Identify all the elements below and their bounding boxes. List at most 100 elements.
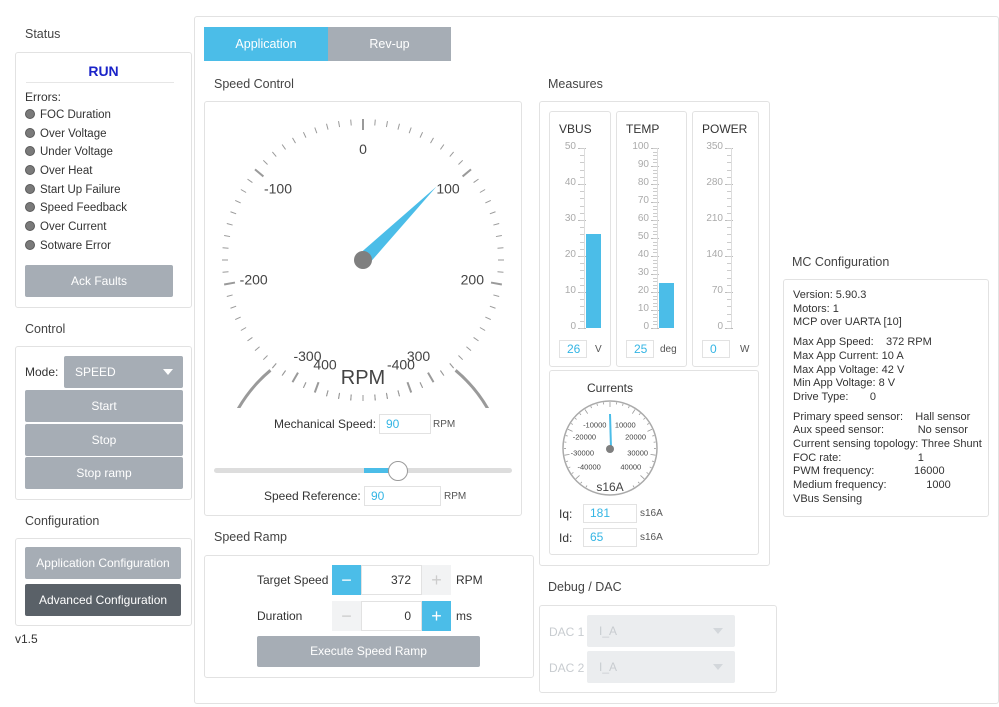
vbus-bar xyxy=(586,234,601,328)
stop-button[interactable]: Stop xyxy=(25,424,183,456)
speed-reference-label: Speed Reference: xyxy=(264,489,361,503)
gauge-tick-label: 0 xyxy=(359,141,367,157)
currents-tick xyxy=(564,454,570,456)
currents-tick-label: 20000 xyxy=(625,433,646,442)
vbus-minor-tick xyxy=(580,241,584,243)
vbus-minor-tick xyxy=(580,328,584,329)
currents-tick xyxy=(632,485,635,488)
gauge-tick xyxy=(281,370,286,376)
error-item: Under Voltage xyxy=(25,143,127,162)
error-item: Sotware Error xyxy=(25,237,127,256)
temp-minor-tick xyxy=(653,173,657,175)
advanced-configuration-button[interactable]: Advanced Configuration xyxy=(25,584,181,616)
temp-minor-tick xyxy=(653,216,657,218)
currents-tick-label: -30000 xyxy=(571,448,594,457)
speed-reference-input[interactable]: 90 xyxy=(364,486,441,506)
gauge-tick xyxy=(485,199,492,204)
gauge-tick xyxy=(271,363,277,369)
currents-tick xyxy=(570,423,574,425)
error-item: FOC Duration xyxy=(25,106,127,125)
power-minor-tick xyxy=(727,227,731,229)
temp-tick-label: 0 xyxy=(643,321,649,332)
stop-ramp-button[interactable]: Stop ramp xyxy=(25,457,183,489)
gauge-tick xyxy=(350,119,352,126)
application-configuration-button[interactable]: Application Configuration xyxy=(25,547,181,579)
vbus-minor-tick xyxy=(580,299,584,301)
debug-dac-panel: DAC 1 I_A DAC 2 I_A xyxy=(539,605,777,693)
vbus-minor-tick xyxy=(580,162,584,164)
duration-decrement-button[interactable]: − xyxy=(332,601,361,631)
target-speed-increment-button[interactable]: + xyxy=(422,565,451,595)
duration-input[interactable]: 0 xyxy=(361,601,422,631)
ack-faults-button[interactable]: Ack Faults xyxy=(25,265,173,297)
currents-tick xyxy=(575,475,580,480)
gauge-tick xyxy=(485,316,492,321)
target-speed-input[interactable]: 372 xyxy=(361,565,422,595)
temp-minor-tick xyxy=(653,302,657,304)
gauge-tick xyxy=(234,316,241,321)
speed-slider-track[interactable] xyxy=(214,468,512,473)
currents-tick xyxy=(580,481,583,484)
vbus-minor-tick xyxy=(580,256,584,257)
speed-slider-handle[interactable] xyxy=(388,461,408,481)
vbus-minor-tick xyxy=(580,155,584,157)
currents-tick-label: -10000 xyxy=(583,421,606,430)
currents-tick xyxy=(631,409,636,414)
vbus-minor-tick xyxy=(580,191,584,193)
currents-title: Currents xyxy=(587,381,634,395)
gauge-tick xyxy=(493,294,500,297)
config-line-primary-sensor: Primary speed sensor: Hall sensor xyxy=(793,410,971,423)
vbus-scale-line xyxy=(584,148,585,328)
dac2-value: I_A xyxy=(599,660,618,674)
status-title: Status xyxy=(25,27,61,41)
power-minor-tick xyxy=(727,263,731,265)
vbus-meter: VBUS 50 40 30 20 10 0 26 V xyxy=(549,111,611,367)
vbus-minor-tick xyxy=(580,248,584,250)
power-minor-tick xyxy=(727,148,731,149)
tab-application[interactable]: Application xyxy=(204,27,328,61)
vbus-tick-label: 10 xyxy=(564,285,576,296)
vbus-minor-tick xyxy=(580,306,584,308)
debug-dac-title: Debug / DAC xyxy=(548,580,622,594)
vbus-tick-label: 50 xyxy=(564,141,576,152)
error-label: FOC Duration xyxy=(40,109,111,121)
power-minor-tick xyxy=(727,320,731,322)
target-speed-decrement-button[interactable]: − xyxy=(332,565,361,595)
currents-tick xyxy=(568,466,571,469)
duration-increment-button[interactable]: + xyxy=(422,601,451,631)
gauge-unit: RPM xyxy=(341,367,385,389)
temp-minor-tick xyxy=(653,191,657,193)
configuration-panel: Application Configuration Advanced Confi… xyxy=(15,538,192,626)
power-minor-tick xyxy=(727,212,731,214)
gauge-tick xyxy=(240,327,247,331)
temp-tick-label: 100 xyxy=(632,141,649,152)
gauge-tick xyxy=(461,168,472,178)
mode-select[interactable]: SPEED xyxy=(64,356,183,388)
gauge-tick xyxy=(397,123,400,130)
dac1-select[interactable]: I_A xyxy=(587,615,735,647)
currents-panel: Currents -10000 10000 -20000 20000 -30000 300… xyxy=(549,370,759,555)
speed-reference-unit: RPM xyxy=(444,491,467,502)
temp-minor-tick xyxy=(653,259,657,261)
id-value: 65 xyxy=(583,528,637,547)
error-label: Sotware Error xyxy=(40,239,111,252)
gauge-tick-label: 400 xyxy=(313,356,337,372)
gauge-tick xyxy=(224,235,231,238)
vbus-minor-tick xyxy=(580,205,584,207)
currents-tick xyxy=(650,454,656,456)
tab-rev-up[interactable]: Rev-up xyxy=(328,27,451,61)
config-line-max-voltage: Max App Voltage: 42 V xyxy=(793,363,905,376)
dac2-select[interactable]: I_A xyxy=(587,651,735,683)
temp-minor-tick xyxy=(653,288,657,290)
vbus-tick-label: 20 xyxy=(564,249,576,260)
config-line-drive-type: Drive Type: 0 xyxy=(793,390,876,403)
start-button[interactable]: Start xyxy=(25,390,183,422)
temp-bar xyxy=(659,283,674,328)
currents-tick-label: 10000 xyxy=(615,421,636,430)
temp-minor-tick xyxy=(653,198,657,200)
vbus-minor-tick xyxy=(580,198,584,200)
gauge-tick xyxy=(490,281,503,286)
vbus-tick-label: 30 xyxy=(564,213,576,224)
status-led-icon xyxy=(25,127,35,138)
execute-speed-ramp-button[interactable]: Execute Speed Ramp xyxy=(257,636,480,667)
